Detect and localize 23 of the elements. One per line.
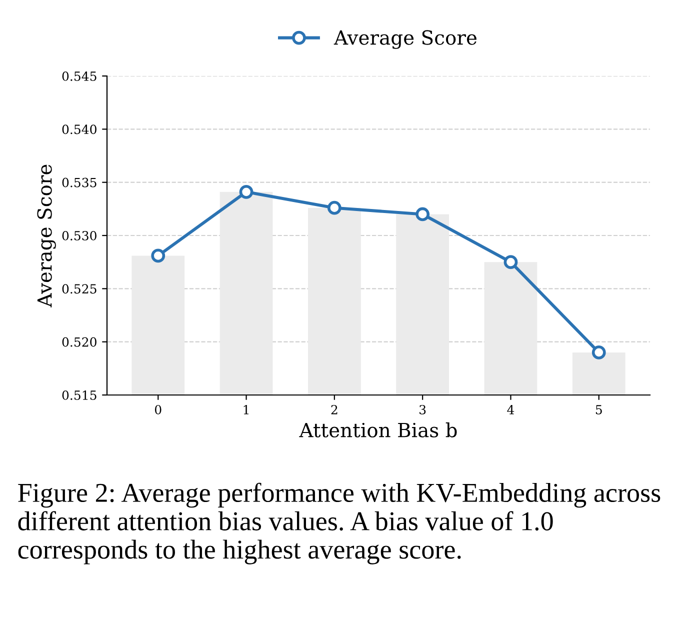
x-axis-title: Attention Bias b (299, 422, 457, 438)
y-tick-label: 0.545 (62, 71, 96, 81)
x-tick-label: 4 (507, 404, 514, 414)
y-tick-label: 0.540 (62, 124, 96, 134)
x-tick-label: 1 (244, 404, 248, 414)
point (504, 255, 518, 270)
y-tick-label: 0.525 (62, 284, 96, 294)
y-tick-label: 0.520 (62, 337, 96, 347)
point (416, 207, 430, 222)
y-tick-label: 0.515 (62, 390, 96, 400)
x-tick-label: 0 (154, 404, 162, 414)
caption: Figure 2: Average performance with KV-Embedding across different attention bias values. A bias value of 1.0 corresponds to the highest average score. (18, 482, 660, 564)
x-tick-label: 5 (596, 405, 602, 414)
point (327, 200, 342, 215)
y-axis-title: Average Score (37, 164, 56, 308)
legend-label: Average Score (334, 30, 477, 49)
point (151, 248, 166, 263)
y-tick-label: 0.530 (62, 230, 96, 240)
x-tick-label: 3 (420, 404, 426, 414)
point (592, 346, 606, 360)
point (239, 184, 254, 199)
y-tick-label: 0.535 (62, 178, 96, 188)
x-tick-label: 2 (331, 404, 338, 414)
